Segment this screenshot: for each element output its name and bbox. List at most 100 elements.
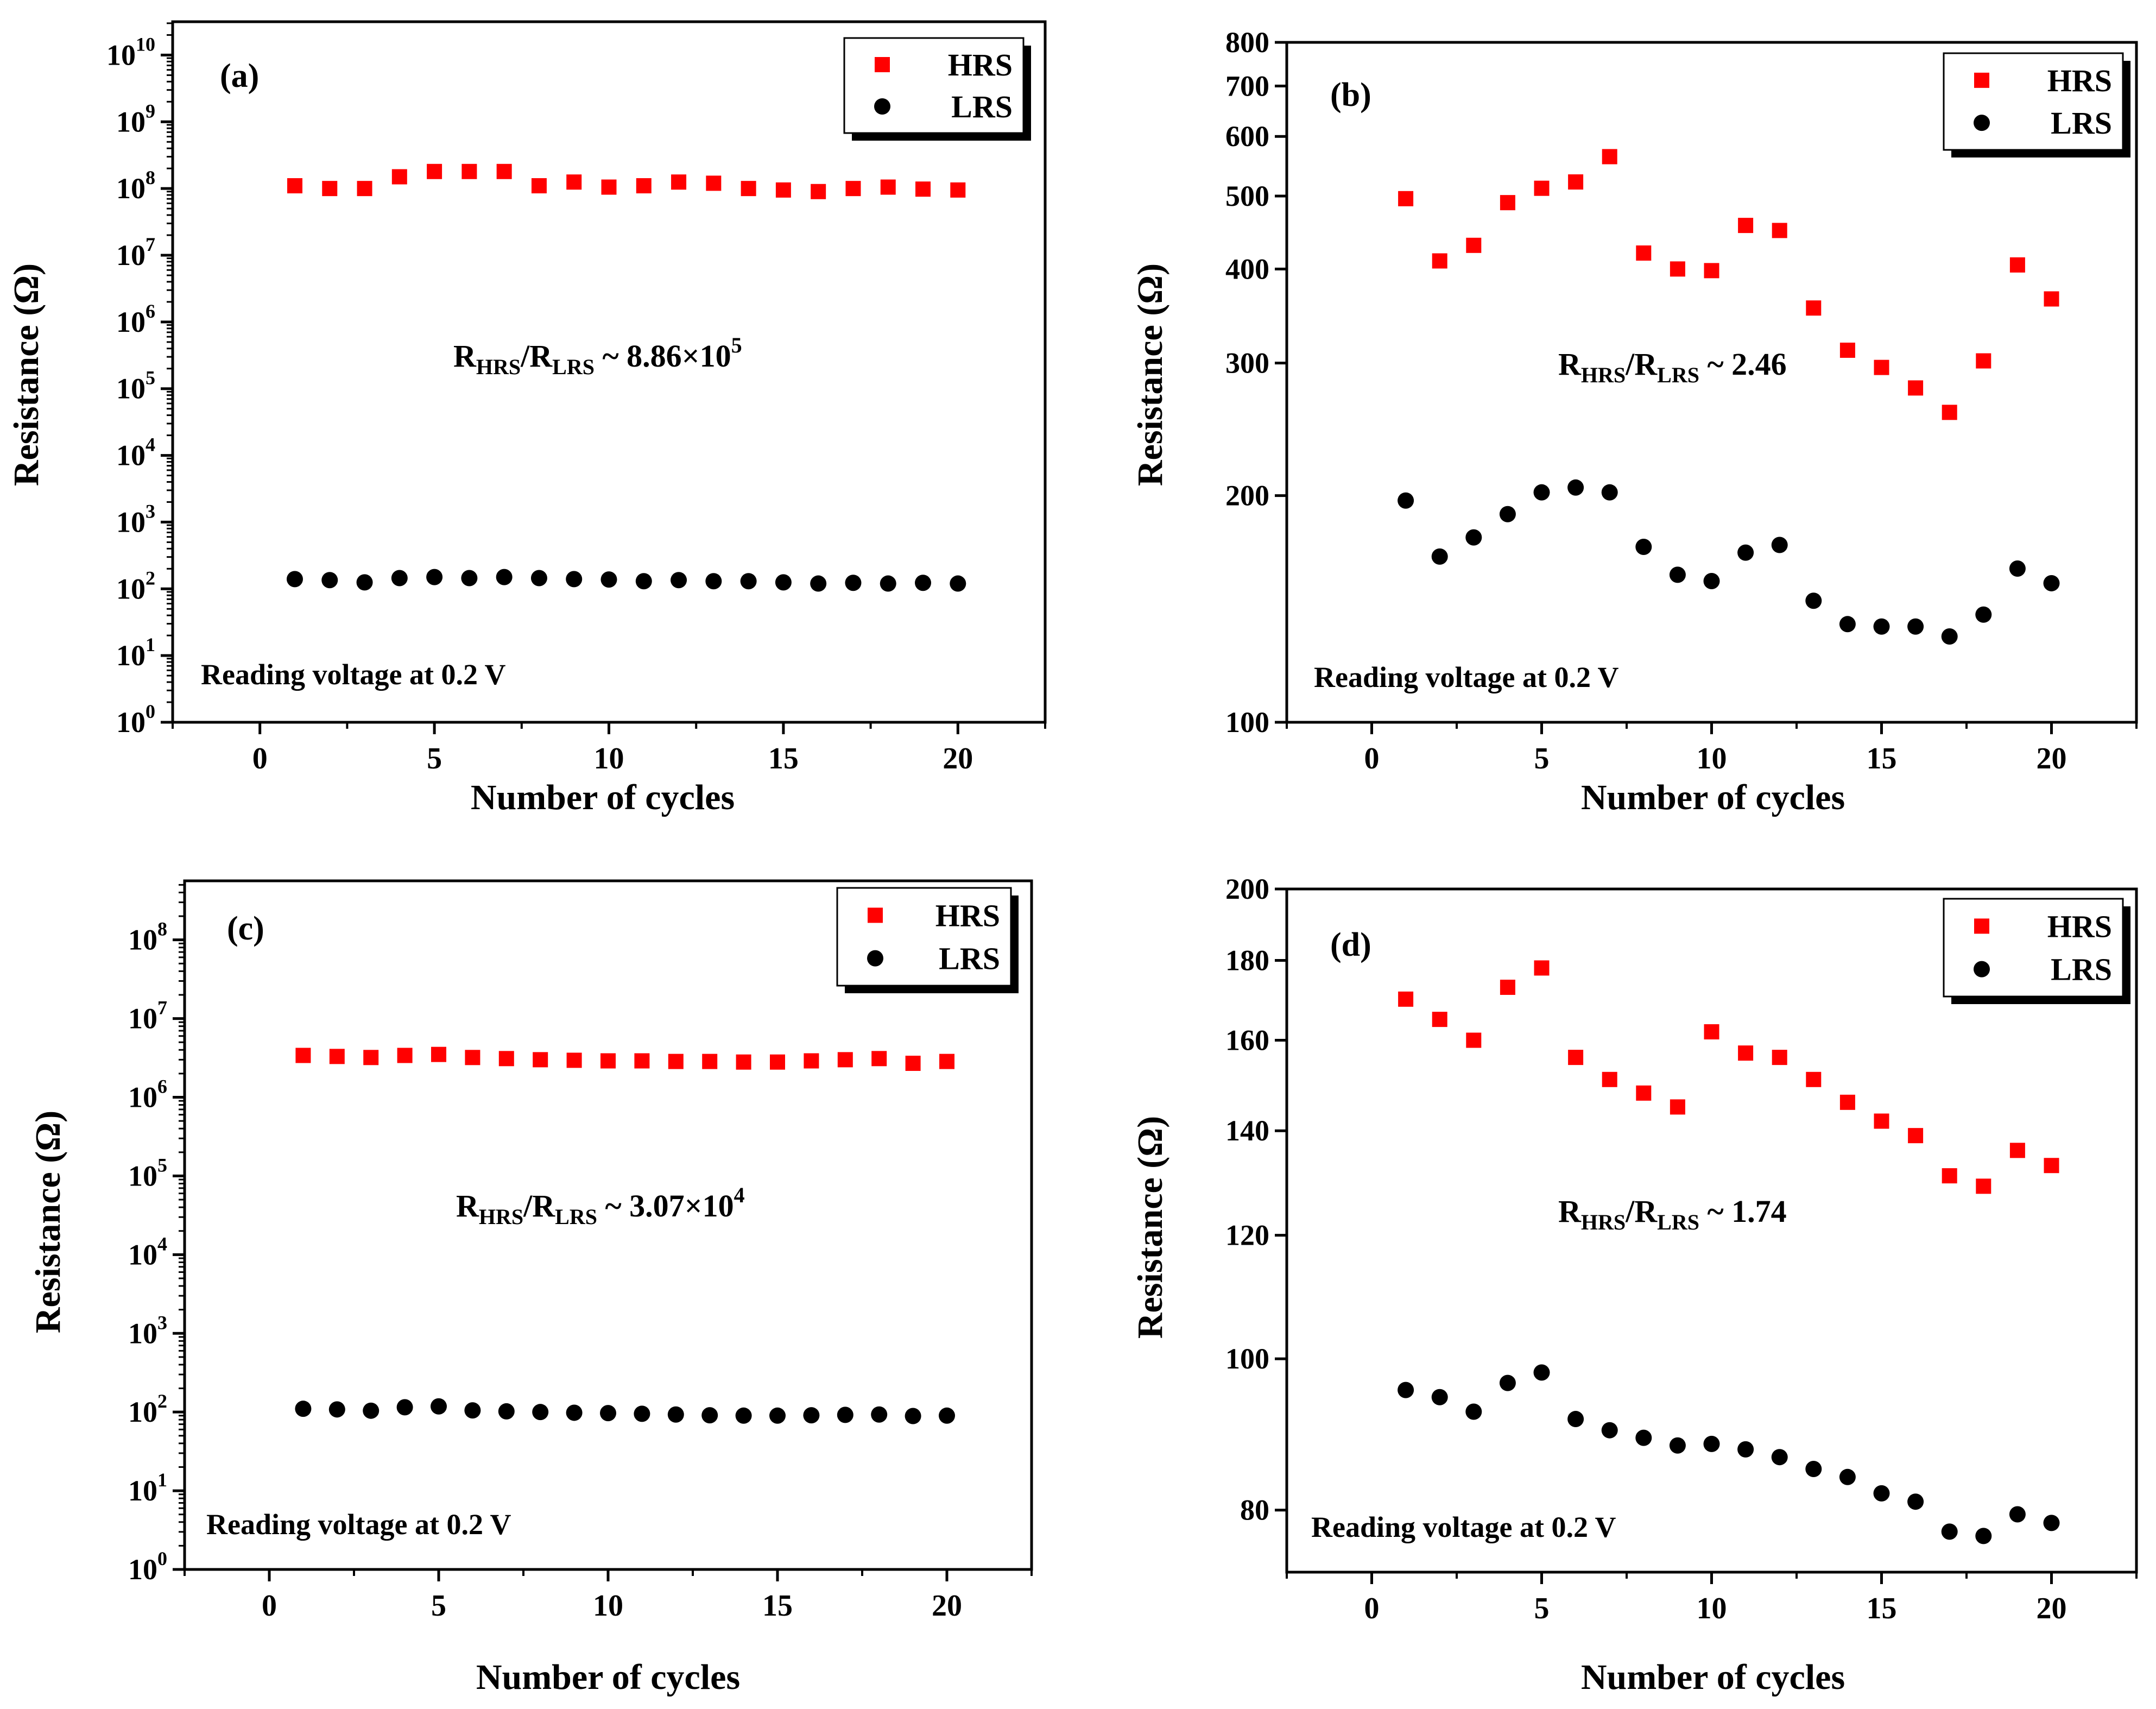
hrs-point	[601, 179, 617, 195]
lrs-point	[1703, 573, 1720, 590]
hrs-point	[1398, 991, 1414, 1007]
panel-title: (c)	[227, 910, 264, 947]
legend-hrs-marker	[868, 907, 883, 923]
lrs-point	[2043, 1515, 2060, 1531]
hrs-point	[498, 1051, 514, 1067]
ratio-annotation: RHRS/RLRS ~ 3.07×104	[456, 1183, 745, 1229]
legend: HRS LRS	[843, 37, 1031, 141]
hrs-point	[566, 1052, 582, 1068]
hrs-point	[811, 184, 826, 199]
x-tick-label: 5	[427, 742, 442, 775]
legend-label: HRS	[948, 47, 1013, 83]
panel-title: (b)	[1330, 77, 1371, 113]
x-tick-label: 10	[1697, 742, 1727, 775]
hrs-point	[391, 169, 407, 185]
hrs-point	[1942, 405, 1957, 420]
lrs-point	[740, 573, 757, 590]
lrs-point	[635, 573, 652, 590]
series-lrs	[1398, 479, 2060, 645]
hrs-point	[465, 1050, 480, 1065]
lrs-point	[2009, 1506, 2026, 1523]
x-tick-label: 10	[1697, 1592, 1727, 1625]
lrs-point	[880, 575, 896, 592]
hrs-point	[668, 1054, 684, 1069]
lrs-point	[1499, 1374, 1516, 1391]
lrs-point	[295, 1401, 312, 1417]
lrs-point	[498, 1403, 515, 1420]
ratio-annotation: RHRS/RLRS ~ 2.46	[1558, 346, 1787, 387]
hrs-point	[1534, 180, 1550, 196]
lrs-point	[1805, 592, 1822, 609]
series-lrs	[295, 1398, 955, 1424]
hrs-point	[2044, 1158, 2059, 1174]
hrs-point	[427, 163, 442, 179]
x-axis-label: Number of cycles	[471, 778, 735, 817]
series-hrs	[287, 163, 966, 199]
legend-box	[836, 887, 1012, 987]
lrs-point	[532, 1404, 549, 1421]
lrs-point	[1737, 1441, 1754, 1458]
y-tick-label: 102	[128, 1390, 167, 1428]
hrs-point	[1466, 1032, 1482, 1048]
lrs-point	[1601, 484, 1618, 501]
ratio-annotation: RHRS/RLRS ~ 1.74	[1558, 1194, 1787, 1234]
hrs-point	[736, 1054, 751, 1070]
legend-label: LRS	[2051, 105, 2112, 141]
y-tick-label: 107	[116, 234, 155, 272]
y-tick-label: 100	[116, 701, 155, 739]
y-tick-label: 500	[1225, 180, 1269, 212]
hrs-point	[741, 181, 756, 197]
lrs-point	[1431, 1389, 1448, 1405]
y-axis-label: Resistance (Ω)	[1130, 1116, 1170, 1339]
legend-lrs-marker	[867, 950, 883, 967]
hrs-point	[1874, 360, 1889, 375]
hrs-point	[1398, 191, 1414, 206]
x-tick-label: 20	[932, 1589, 962, 1623]
legend-label: LRS	[2051, 952, 2112, 987]
lrs-point	[431, 1398, 447, 1415]
hrs-point	[1568, 174, 1584, 190]
y-tick-label: 160	[1225, 1024, 1269, 1057]
lrs-point	[701, 1407, 718, 1424]
panel-b: 0 5 10 15 20 100 200 300 400 500 600 700 800 Number o…	[1130, 26, 2138, 817]
y-tick-label: 80	[1240, 1494, 1269, 1527]
legend-box	[843, 37, 1025, 134]
lrs-point	[1975, 606, 1992, 623]
y-tick-label: 101	[128, 1469, 167, 1507]
y-tick-label: 600	[1225, 120, 1269, 153]
x-axis-label: Number of cycles	[1581, 1657, 1845, 1697]
hrs-point	[1806, 1071, 1822, 1087]
lrs-point	[1533, 484, 1550, 501]
lrs-point	[2043, 575, 2060, 591]
x-tick-label: 15	[1867, 1592, 1897, 1625]
hrs-point	[706, 175, 722, 191]
y-tick-label: 103	[128, 1311, 167, 1349]
hrs-point	[871, 1051, 887, 1067]
lrs-point	[566, 571, 583, 588]
series-hrs	[1398, 960, 2059, 1194]
y-tick-label: 1010	[106, 33, 155, 71]
reading-voltage-annotation: Reading voltage at 0.2 V	[206, 1508, 511, 1541]
hrs-point	[1432, 253, 1447, 269]
hrs-point	[671, 174, 687, 190]
lrs-point	[530, 570, 547, 587]
panel-c: 0 5 10 15 20 100 101 102 103 104 105 106 107 108 Numbe…	[28, 879, 1033, 1697]
reading-voltage-annotation: Reading voltage at 0.2 V	[201, 658, 506, 691]
legend-hrs-marker	[1974, 918, 1989, 934]
lrs-point	[769, 1407, 786, 1424]
hrs-point	[837, 1052, 853, 1068]
hrs-point	[1874, 1113, 1889, 1129]
hrs-point	[1772, 1050, 1787, 1065]
hrs-point	[566, 174, 582, 190]
lrs-point	[461, 570, 478, 587]
hrs-point	[461, 163, 477, 179]
y-tick-label: 106	[116, 300, 155, 338]
x-tick-label: 0	[1364, 742, 1380, 775]
x-tick-label: 10	[593, 1589, 623, 1623]
lrs-point	[1839, 1468, 1856, 1485]
x-tick-label: 0	[1364, 1592, 1380, 1625]
lrs-point	[1873, 618, 1890, 635]
hrs-point	[1636, 245, 1652, 261]
hrs-point	[1738, 1045, 1754, 1061]
y-tick-label: 104	[128, 1233, 167, 1271]
